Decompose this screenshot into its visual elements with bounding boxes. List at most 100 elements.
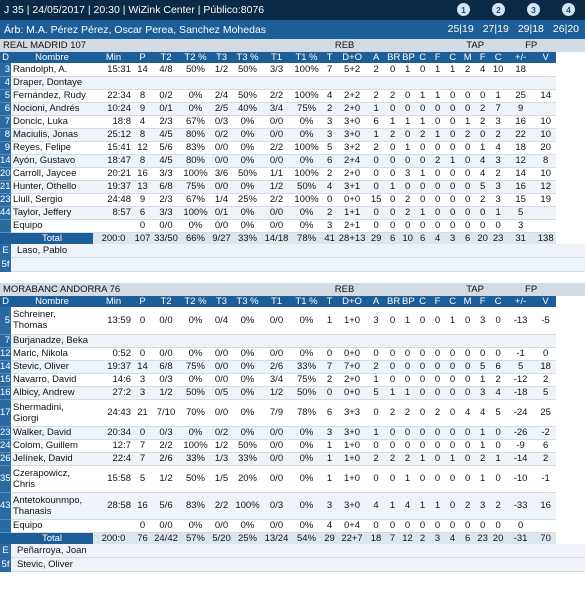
column-header[interactable]: C	[415, 52, 431, 63]
column-header[interactable]: C	[445, 296, 461, 307]
player-name[interactable]: Maciulis, Jonas	[11, 128, 93, 142]
column-header[interactable]: BP	[400, 296, 416, 307]
column-header[interactable]: +/-	[506, 52, 536, 63]
column-header[interactable]: T3	[210, 296, 233, 307]
quarter-4-button[interactable]: 4	[562, 3, 575, 16]
column-header[interactable]: Nombre	[11, 296, 93, 307]
player-row[interactable]: 23 Walker, David 20:34 0 0/3 0% 0/2 0% 0/0 0% 3 3+0…	[0, 426, 585, 440]
column-header[interactable]: C	[445, 52, 461, 63]
quarter-3-button[interactable]: 3	[527, 3, 540, 16]
player-name[interactable]: Llull, Sergio	[11, 193, 93, 207]
player-name[interactable]: Colom, Guillem	[11, 439, 93, 453]
player-row[interactable]: 43 Antetokounmpo, Thanasis 28:58 16 5/6 83% 2/…	[0, 492, 585, 520]
player-name[interactable]: Carroll, Jaycee	[11, 167, 93, 181]
column-header[interactable]: T1	[262, 296, 291, 307]
column-header[interactable]: Min	[93, 296, 134, 307]
player-row[interactable]: 14 Stevic, Oliver 19:37 14 6/8 75% 0/0 0% 2/6 33%…	[0, 360, 585, 374]
player-name[interactable]: Czerapowicz, Chris	[11, 465, 93, 493]
player-row[interactable]: 23 Llull, Sergio 24:48 9 2/3 67% 1/4 25% 2/2 100%…	[0, 193, 585, 207]
column-header[interactable]: T2 %	[181, 52, 210, 63]
column-header[interactable]: +/-	[506, 296, 536, 307]
player-row[interactable]: 7 Burjanadze, Beka	[0, 334, 585, 348]
column-header[interactable]: D+O	[337, 296, 368, 307]
column-header[interactable]: M	[460, 52, 476, 63]
column-header[interactable]: F	[475, 52, 491, 63]
player-row[interactable]: 9 Reyes, Felipe 15:41 12 5/6 83% 0/0 0% 2/2 100% 5…	[0, 141, 585, 155]
player-name[interactable]: Hunter, Othello	[11, 180, 93, 194]
player-row[interactable]: 8 Maciulis, Jonas 25:12 8 4/5 80% 0/2 0% 0/0 0% 3 3…	[0, 128, 585, 142]
column-header[interactable]: T1 %	[291, 52, 323, 63]
player-row[interactable]: 6 Nocioni, Andrés 10:24 9 0/1 0% 2/5 40% 3/4 75% 2…	[0, 102, 585, 116]
player-row[interactable]: 24 Colom, Guillem 12:7 7 2/2 100% 1/2 50% 0/0 0% 1…	[0, 439, 585, 453]
quarter-1-button[interactable]: 1	[457, 3, 470, 16]
player-row[interactable]: 20 Carroll, Jaycee 20:21 16 3/3 100% 3/6 50% 1/1…	[0, 167, 585, 181]
player-row[interactable]: 7 Doncic, Luka 18:8 4 2/3 67% 0/3 0% 0/0 0% 3 3+0 6 1…	[0, 115, 585, 129]
column-header[interactable]: T3	[210, 52, 233, 63]
column-header[interactable]: BR	[385, 52, 401, 63]
column-header[interactable]: T	[322, 296, 338, 307]
column-header[interactable]: Nombre	[11, 52, 93, 63]
player-name[interactable]: Walker, David	[11, 426, 93, 440]
column-header[interactable]: T1	[262, 52, 291, 63]
player-name[interactable]: Schreiner, Thomas	[11, 307, 93, 335]
player-row[interactable]: 12 Maric, Nikola 0:52 0 0/0 0% 0/0 0% 0/0 0% 0 0+0 0…	[0, 347, 585, 361]
player-name[interactable]: Reyes, Felipe	[11, 141, 93, 155]
player-row[interactable]: 4 Draper, Dontaye	[0, 76, 585, 90]
column-header[interactable]: F	[475, 296, 491, 307]
column-header[interactable]: T3 %	[233, 296, 262, 307]
column-header[interactable]: A	[367, 52, 386, 63]
player-row[interactable]: 35 Czerapowicz, Chris 15:58 5 1/2 50% 1/5 20% 0/…	[0, 465, 585, 493]
player-name[interactable]: Jelínek, David	[11, 452, 93, 466]
column-header[interactable]: P	[134, 296, 151, 307]
player-name[interactable]: Albicy, Andrew	[11, 386, 93, 400]
player-row[interactable]: 15 Navarro, David 14:6 3 0/3 0% 0/0 0% 3/4 75% 2 2+…	[0, 373, 585, 387]
player-row[interactable]: 44 Taylor, Jeffery 8:57 6 3/3 100% 0/1 0% 0/0 0% 2…	[0, 206, 585, 220]
column-header[interactable]: T	[322, 52, 338, 63]
player-row[interactable]: 3 Randolph, A. 15:31 14 4/8 50% 1/2 50% 3/3 100% 7…	[0, 63, 585, 77]
column-header[interactable]: D+O	[337, 52, 368, 63]
column-header[interactable]: P	[134, 52, 151, 63]
column-header[interactable]: A	[367, 296, 386, 307]
player-row[interactable]: 16 Albicy, Andrew 27:2 3 1/2 50% 0/5 0% 1/2 50% 0 0…	[0, 386, 585, 400]
column-header[interactable]: Min	[93, 52, 134, 63]
column-header[interactable]: V	[535, 296, 557, 307]
column-header[interactable]: BR	[385, 296, 401, 307]
player-name[interactable]: Antetokounmpo, Thanasis	[11, 492, 93, 520]
player-row[interactable]: 17 Shermadini, Giorgi 24:43 21 7/10 70% 0/0 0% 7…	[0, 399, 585, 427]
player-row[interactable]: 5 Schreiner, Thomas 13:59 0 0/0 0% 0/4 0% 0/0 0% 1…	[0, 307, 585, 335]
player-name[interactable]: Equipo	[11, 519, 93, 533]
player-name[interactable]: Maric, Nikola	[11, 347, 93, 361]
column-header[interactable]: D	[0, 296, 11, 307]
column-header[interactable]: T2	[151, 52, 181, 63]
column-header[interactable]: V	[535, 52, 557, 63]
column-header[interactable]: T2	[151, 296, 181, 307]
player-name[interactable]: Taylor, Jeffery	[11, 206, 93, 220]
player-row[interactable]: 5 Fernández, Rudy 22:34 8 0/2 0% 2/4 50% 2/2 100%…	[0, 89, 585, 103]
player-name[interactable]: Randolph, A.	[11, 63, 93, 77]
player-row[interactable]: Equipo 0 0/0 0% 0/0 0% 0/0 0% 4 0+4 0 0 0 0 0 0 0 0 0 0	[0, 519, 585, 533]
column-header[interactable]: C	[490, 296, 507, 307]
column-header[interactable]: T1 %	[291, 296, 323, 307]
player-name[interactable]: Burjanadze, Beka	[11, 334, 93, 348]
player-name[interactable]: Doncic, Luka	[11, 115, 93, 129]
column-header[interactable]: M	[460, 296, 476, 307]
player-row[interactable]: 26 Jelínek, David 22:4 7 2/6 33% 1/3 33% 0/0 0% 1 1…	[0, 452, 585, 466]
player-name[interactable]: Ayón, Gustavo	[11, 154, 93, 168]
player-name[interactable]: Fernández, Rudy	[11, 89, 93, 103]
quarter-2-button[interactable]: 2	[492, 3, 505, 16]
column-header[interactable]: T2 %	[181, 296, 210, 307]
column-header[interactable]: BP	[400, 52, 416, 63]
player-row[interactable]: Equipo 0 0/0 0% 0/0 0% 0/0 0% 3 2+1 0 0 0 0 0 0 0 0 0 3	[0, 219, 585, 233]
player-name[interactable]: Navarro, David	[11, 373, 93, 387]
player-name[interactable]: Equipo	[11, 219, 93, 233]
player-row[interactable]: 14 Ayón, Gustavo 18:47 8 4/5 80% 0/0 0% 0/0 0% 6 2+…	[0, 154, 585, 168]
player-name[interactable]: Nocioni, Andrés	[11, 102, 93, 116]
player-row[interactable]: 21 Hunter, Othello 19:37 13 6/8 75% 0/0 0% 1/2 50…	[0, 180, 585, 194]
column-header[interactable]: T3 %	[233, 52, 262, 63]
player-name[interactable]: Stevic, Oliver	[11, 360, 93, 374]
player-name[interactable]: Draper, Dontaye	[11, 76, 93, 90]
column-header[interactable]: C	[490, 52, 507, 63]
column-header[interactable]: D	[0, 52, 11, 63]
player-name[interactable]: Shermadini, Giorgi	[11, 399, 93, 427]
column-header[interactable]: F	[430, 52, 446, 63]
